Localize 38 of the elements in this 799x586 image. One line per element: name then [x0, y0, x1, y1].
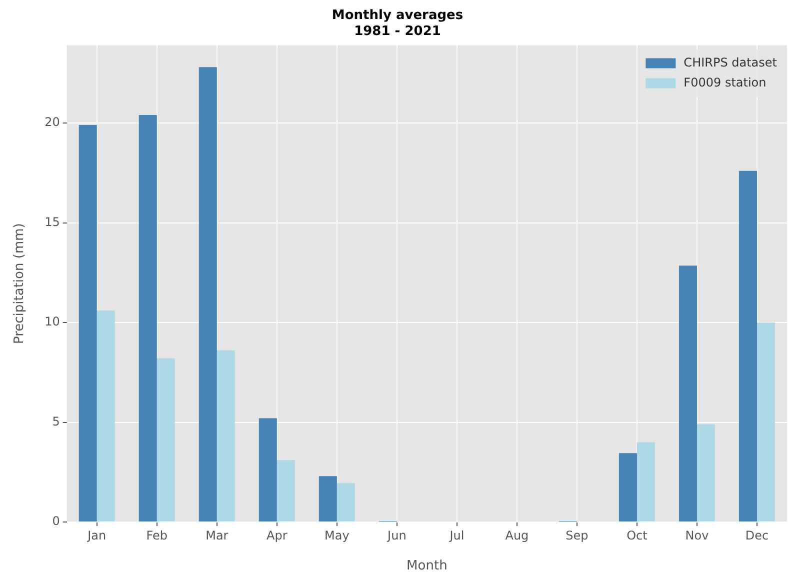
bar [696, 424, 715, 522]
x-tick-label: Mar [206, 528, 228, 542]
bar [636, 442, 655, 522]
y-tick-label: 15 [44, 214, 60, 229]
bar [738, 170, 757, 522]
x-tick-label: Aug [505, 528, 529, 542]
bar [96, 310, 115, 522]
x-tick-label: May [324, 528, 350, 542]
y-tick-label: 0 [52, 514, 60, 528]
y-tick-label: 10 [44, 314, 60, 329]
x-tick-label: Dec [745, 528, 769, 542]
x-tick-label: Jun [386, 528, 406, 542]
bar [756, 322, 775, 522]
x-axis-title: Month [406, 558, 448, 574]
x-tick-label: Nov [685, 528, 709, 542]
bar [198, 67, 217, 522]
chart-title: Monthly averages 1981 - 2021 [332, 8, 464, 39]
bar [618, 453, 637, 522]
x-tick-label: Jan [86, 528, 106, 542]
y-tick-label: 20 [44, 115, 60, 130]
x-tick-label: Sep [566, 528, 588, 542]
bar [138, 115, 157, 522]
bar [258, 418, 277, 522]
bar [318, 476, 337, 522]
legend-label: CHIRPS dataset [684, 55, 778, 70]
x-tick-label: Jul [448, 528, 464, 542]
bar [216, 350, 235, 522]
bar [678, 266, 697, 522]
y-tick-label: 5 [52, 414, 60, 428]
x-tick-label: Feb [146, 528, 168, 542]
x-tick-label: Oct [626, 528, 648, 542]
y-axis-title: Precipitation (mm) [12, 223, 28, 344]
bar [336, 483, 355, 522]
x-tick-label: Apr [266, 528, 288, 542]
legend-label: F0009 station [684, 75, 766, 90]
bar [276, 460, 295, 522]
bar [156, 358, 175, 522]
bar [78, 125, 97, 522]
